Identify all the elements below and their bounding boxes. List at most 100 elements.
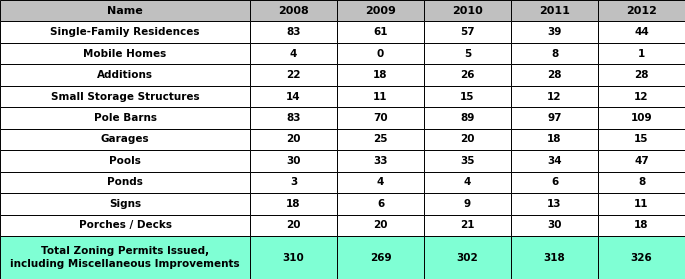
Text: 9: 9 <box>464 199 471 209</box>
Text: 269: 269 <box>370 252 391 263</box>
Text: 12: 12 <box>547 92 562 102</box>
Text: 26: 26 <box>460 70 475 80</box>
Text: 89: 89 <box>460 113 475 123</box>
Text: 61: 61 <box>373 27 388 37</box>
Text: 18: 18 <box>373 70 388 80</box>
Bar <box>598 107 685 129</box>
Text: 310: 310 <box>283 252 304 263</box>
Bar <box>250 0 337 21</box>
Text: 12: 12 <box>634 92 649 102</box>
Bar <box>337 107 424 129</box>
Bar <box>511 64 598 86</box>
Bar <box>598 129 685 150</box>
Bar <box>424 215 511 236</box>
Text: 2009: 2009 <box>365 6 396 16</box>
Bar <box>337 193 424 215</box>
Text: 83: 83 <box>286 27 301 37</box>
Bar <box>598 236 685 279</box>
Text: 47: 47 <box>634 156 649 166</box>
Bar <box>0 236 250 279</box>
Bar <box>511 236 598 279</box>
Bar <box>250 21 337 43</box>
Bar <box>511 107 598 129</box>
Text: Garages: Garages <box>101 134 149 145</box>
Text: Single-Family Residences: Single-Family Residences <box>50 27 200 37</box>
Bar <box>598 215 685 236</box>
Text: 83: 83 <box>286 113 301 123</box>
Text: 33: 33 <box>373 156 388 166</box>
Bar <box>0 172 250 193</box>
Bar <box>511 21 598 43</box>
Text: 70: 70 <box>373 113 388 123</box>
Bar <box>250 64 337 86</box>
Bar <box>0 215 250 236</box>
Text: 57: 57 <box>460 27 475 37</box>
Text: 20: 20 <box>286 220 301 230</box>
Text: 326: 326 <box>631 252 652 263</box>
Bar <box>598 86 685 107</box>
Bar <box>250 150 337 172</box>
Text: 30: 30 <box>547 220 562 230</box>
Text: 2008: 2008 <box>278 6 309 16</box>
Text: 18: 18 <box>634 220 649 230</box>
Text: 1: 1 <box>638 49 645 59</box>
Bar <box>337 21 424 43</box>
Bar <box>511 86 598 107</box>
Bar <box>0 64 250 86</box>
Text: 35: 35 <box>460 156 475 166</box>
Text: 28: 28 <box>547 70 562 80</box>
Bar <box>250 43 337 64</box>
Bar <box>250 107 337 129</box>
Text: 8: 8 <box>551 49 558 59</box>
Bar <box>511 129 598 150</box>
Text: 18: 18 <box>286 199 301 209</box>
Text: 3: 3 <box>290 177 297 187</box>
Bar <box>424 0 511 21</box>
Text: 97: 97 <box>547 113 562 123</box>
Text: 302: 302 <box>457 252 478 263</box>
Bar <box>0 86 250 107</box>
Bar <box>598 64 685 86</box>
Bar <box>0 129 250 150</box>
Text: 4: 4 <box>464 177 471 187</box>
Text: 15: 15 <box>460 92 475 102</box>
Bar <box>424 64 511 86</box>
Text: 0: 0 <box>377 49 384 59</box>
Text: 11: 11 <box>373 92 388 102</box>
Bar <box>424 193 511 215</box>
Bar <box>250 86 337 107</box>
Text: 14: 14 <box>286 92 301 102</box>
Text: Ponds: Ponds <box>107 177 143 187</box>
Bar <box>337 64 424 86</box>
Bar <box>598 21 685 43</box>
Bar <box>337 215 424 236</box>
Bar <box>337 150 424 172</box>
Bar <box>598 43 685 64</box>
Text: 44: 44 <box>634 27 649 37</box>
Text: 34: 34 <box>547 156 562 166</box>
Text: 4: 4 <box>290 49 297 59</box>
Text: 109: 109 <box>631 113 652 123</box>
Bar <box>598 172 685 193</box>
Bar <box>511 215 598 236</box>
Bar <box>424 172 511 193</box>
Bar <box>0 193 250 215</box>
Bar <box>337 43 424 64</box>
Bar <box>337 0 424 21</box>
Bar <box>250 172 337 193</box>
Bar <box>511 172 598 193</box>
Bar <box>250 193 337 215</box>
Text: 2010: 2010 <box>452 6 483 16</box>
Text: 6: 6 <box>377 199 384 209</box>
Text: 30: 30 <box>286 156 301 166</box>
Bar <box>598 0 685 21</box>
Bar <box>511 0 598 21</box>
Bar <box>250 129 337 150</box>
Bar <box>424 129 511 150</box>
Bar <box>424 43 511 64</box>
Text: 5: 5 <box>464 49 471 59</box>
Text: Additions: Additions <box>97 70 153 80</box>
Text: Mobile Homes: Mobile Homes <box>84 49 166 59</box>
Bar <box>511 193 598 215</box>
Bar <box>337 172 424 193</box>
